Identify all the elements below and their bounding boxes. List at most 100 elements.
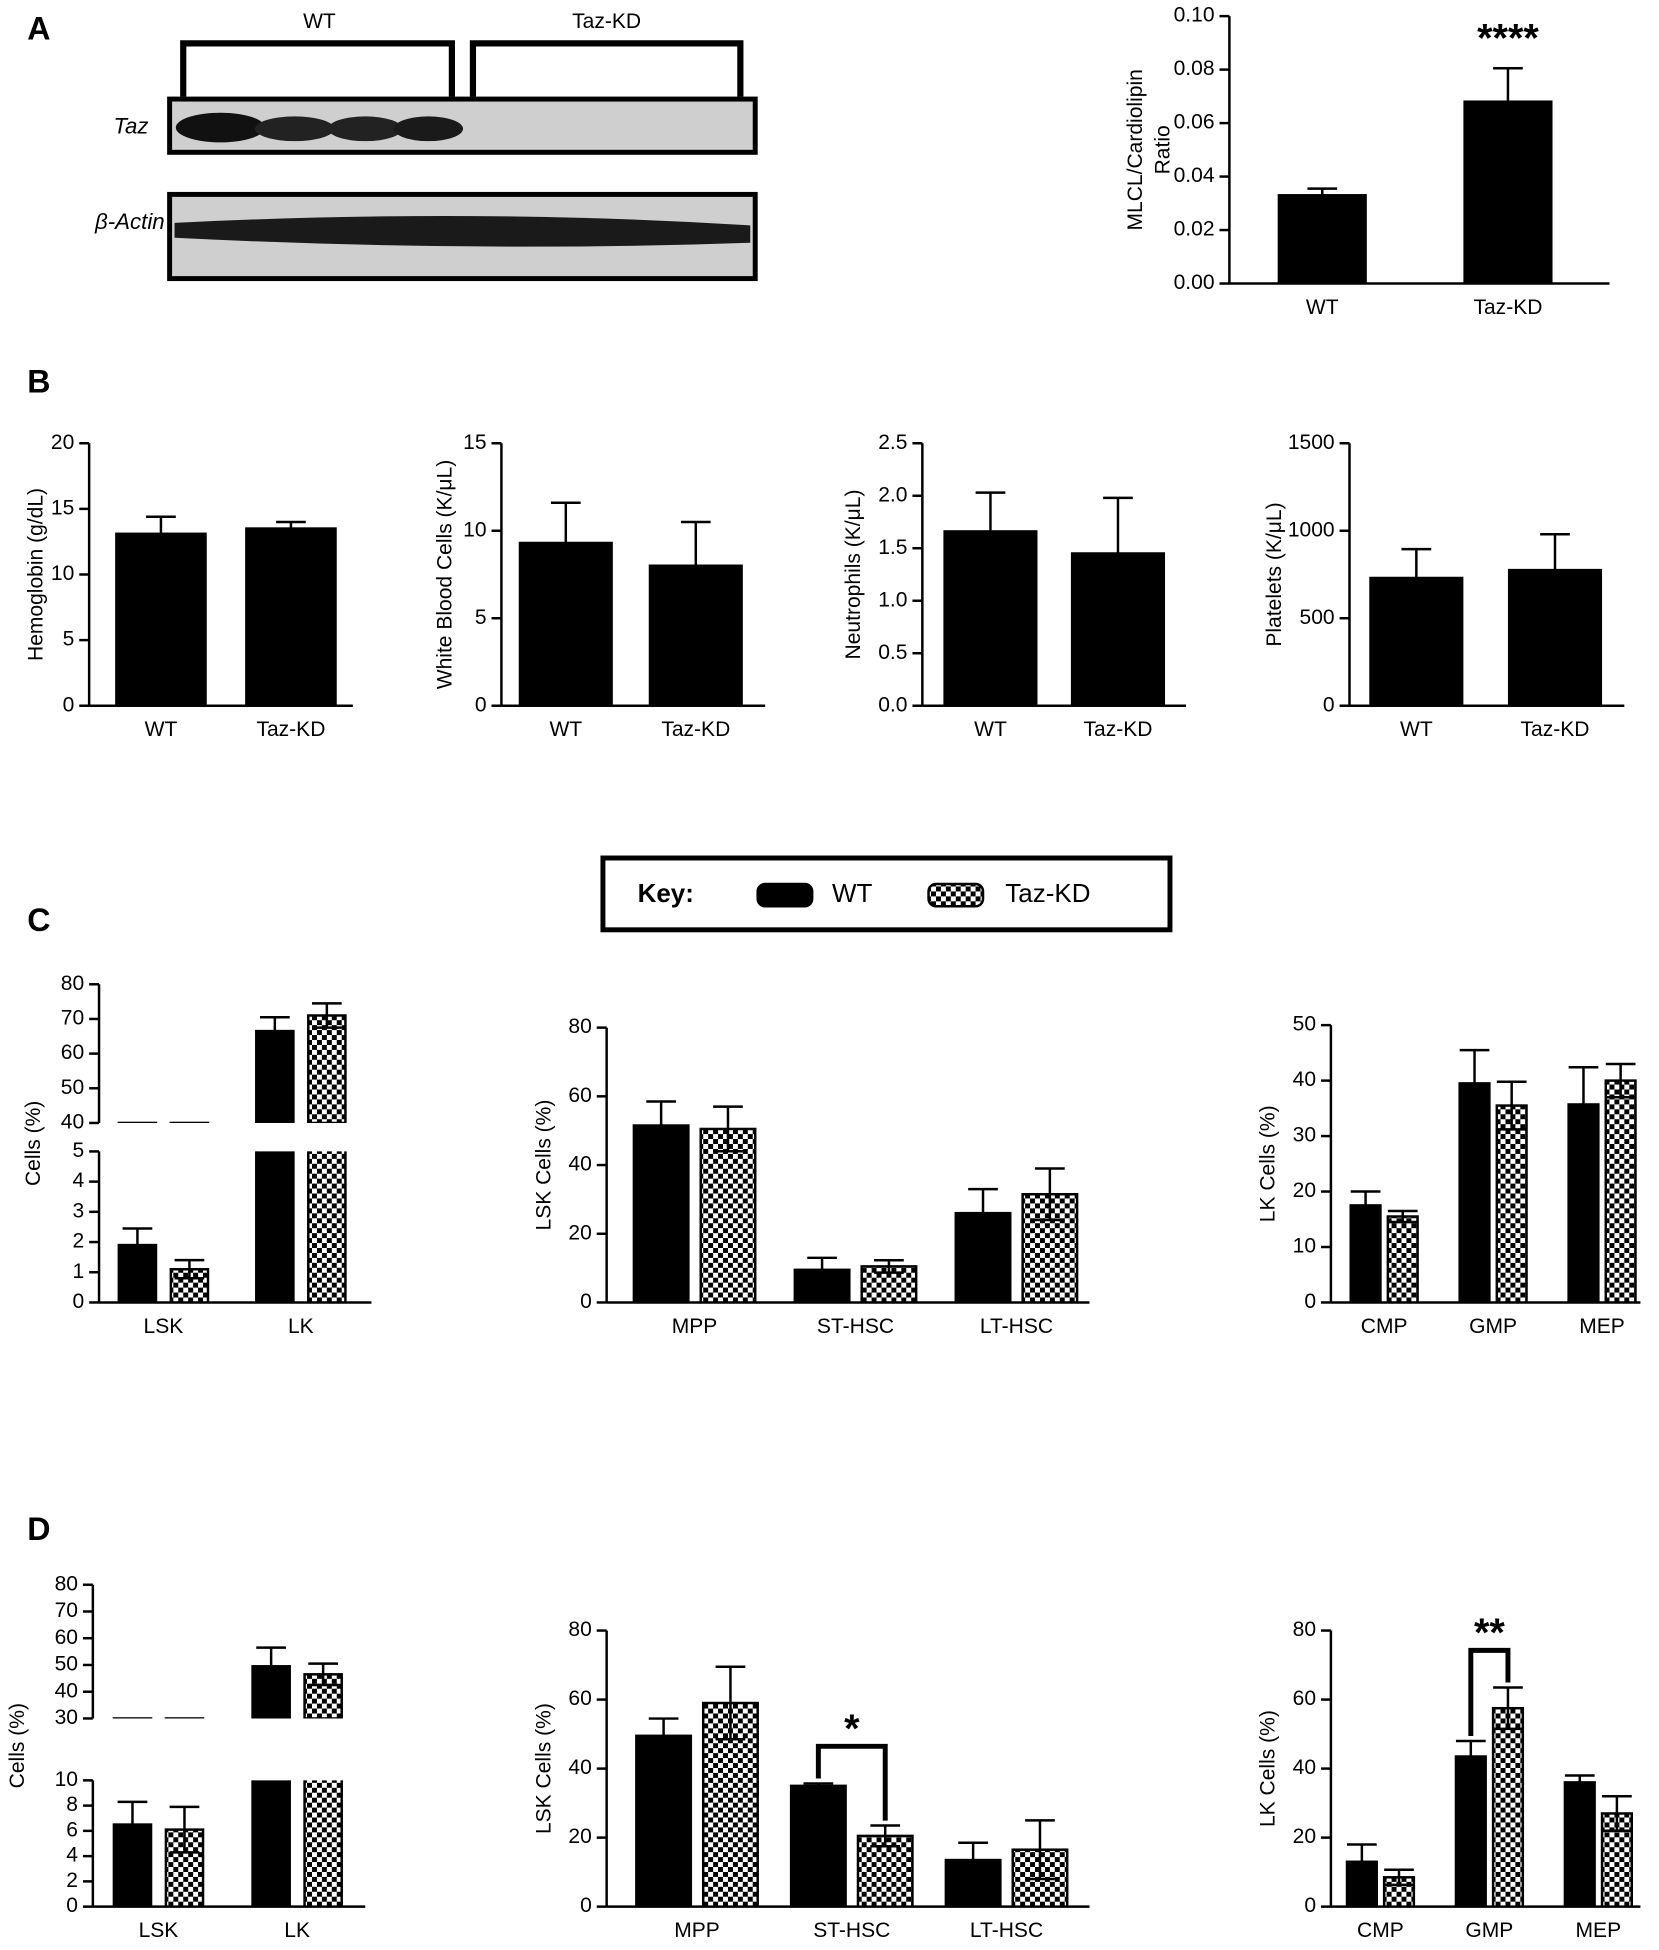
y-axis-label: Cells (%): [6, 1703, 29, 1788]
y-tick-label: 4: [66, 1844, 78, 1867]
bar: [164, 1717, 205, 1719]
y-tick-label: 5: [475, 606, 487, 629]
error-bar: [550, 501, 581, 584]
bar: [1600, 1812, 1634, 1907]
x-tick-label: WT: [974, 718, 1007, 741]
error-bar: [874, 1258, 904, 1274]
bar: [789, 1784, 847, 1907]
y-tick-label: 0.02: [1174, 218, 1215, 241]
y-tick-label: 0: [72, 1290, 84, 1313]
y-tick-label: 1.5: [878, 536, 907, 559]
error-bar: [256, 1646, 286, 1686]
bar: [632, 1124, 690, 1303]
error-bar: [803, 1782, 834, 1789]
y-tick-label: 5: [72, 1139, 84, 1162]
bar: [115, 532, 207, 706]
error-bar: [646, 1100, 676, 1150]
y-tick-label: 60: [568, 1687, 591, 1710]
significance-bracket: [815, 1743, 888, 1821]
y-tick-label: 40: [61, 1111, 84, 1134]
y-tick-label: 50: [1293, 1013, 1316, 1036]
y-tick-label: 80: [55, 1572, 78, 1595]
bracket: [180, 40, 455, 97]
y-axis-label: Platelets (K/μL): [1263, 502, 1286, 646]
band: [328, 116, 403, 142]
y-tick-label: 0.10: [1174, 4, 1215, 27]
bar: [245, 527, 337, 706]
error-bar: [648, 1717, 679, 1754]
error-bar: [975, 491, 1006, 571]
error-bar: [1493, 1686, 1523, 1731]
x-tick-label: LT-HSC: [980, 1315, 1053, 1338]
band: [255, 116, 335, 142]
y-tick-label: 5: [63, 628, 75, 651]
y-tick-label: 70: [55, 1599, 78, 1622]
error-bar: [174, 1258, 205, 1280]
x-tick-label: MPP: [674, 1919, 720, 1942]
y-axis-label: LK Cells (%): [1257, 1105, 1280, 1222]
y-tick-label: 0.0: [878, 693, 907, 716]
x-tick-label: CMP: [1361, 1315, 1408, 1338]
error-bar: [1605, 1062, 1636, 1099]
x-tick-label: MEP: [1576, 1919, 1622, 1942]
x-tick-label: Taz-KD: [1473, 296, 1542, 319]
y-tick-label: 20: [1293, 1825, 1316, 1848]
bar: [856, 1834, 914, 1907]
y-tick-label: 8: [66, 1793, 78, 1816]
band: [174, 216, 751, 247]
bar: [1491, 1706, 1525, 1907]
x-tick-label: WT: [549, 718, 582, 741]
legend-swatch: [927, 882, 985, 908]
error-bar: [807, 1256, 837, 1282]
error-bar: [1496, 1080, 1527, 1131]
bar: [307, 1014, 347, 1123]
y-tick-label: 80: [568, 1015, 591, 1038]
y-axis-label: LSK Cells (%): [532, 1100, 555, 1231]
x-tick-label: LK: [284, 1919, 310, 1942]
x-tick-label: WT: [1400, 718, 1433, 741]
bracket: [469, 40, 744, 97]
y-axis-label: Ratio: [1151, 125, 1174, 174]
y-tick-label: 1500: [1288, 431, 1335, 454]
bar: [1495, 1104, 1528, 1303]
y-tick-label: 1: [72, 1260, 84, 1283]
error-bar: [1459, 1048, 1490, 1117]
y-tick-label: 3: [72, 1199, 84, 1222]
error-bar: [117, 1800, 148, 1848]
y-tick-label: 20: [568, 1825, 591, 1848]
error-bar: [1387, 1209, 1418, 1224]
y-tick-label: 0.06: [1174, 111, 1215, 134]
x-tick-label: MEP: [1579, 1315, 1625, 1338]
error-bar: [1384, 1868, 1414, 1887]
group-label: Taz-KD: [572, 10, 641, 33]
row-label: β-Actin: [94, 209, 165, 234]
panel-label: D: [27, 1511, 50, 1547]
y-tick-label: 10: [51, 562, 74, 585]
y-tick-label: 0.00: [1174, 271, 1215, 294]
bar: [1563, 1781, 1596, 1907]
y-tick-label: 0: [1304, 1290, 1316, 1313]
error-bar: [870, 1824, 901, 1848]
panel-label: A: [27, 10, 50, 46]
y-tick-label: 40: [568, 1756, 591, 1779]
error-bar: [1025, 1819, 1055, 1881]
bar: [1349, 1204, 1382, 1303]
y-tick-label: 0: [66, 1894, 78, 1917]
legend-label: Taz-KD: [1005, 878, 1090, 908]
error-bar: [968, 1187, 998, 1238]
bar: [699, 1127, 757, 1303]
y-tick-label: 0: [580, 1290, 592, 1313]
group-label: WT: [303, 10, 336, 33]
panel-label: B: [27, 363, 50, 399]
error-bar: [715, 1665, 746, 1741]
y-tick-label: 40: [1293, 1068, 1316, 1091]
error-bar: [308, 1662, 338, 1687]
x-tick-label: MPP: [672, 1315, 718, 1338]
x-tick-label: CMP: [1357, 1919, 1404, 1942]
x-tick-label: LSK: [144, 1315, 184, 1338]
y-tick-label: 2: [66, 1869, 78, 1892]
error-bar: [680, 520, 711, 610]
error-bar: [1568, 1066, 1599, 1142]
